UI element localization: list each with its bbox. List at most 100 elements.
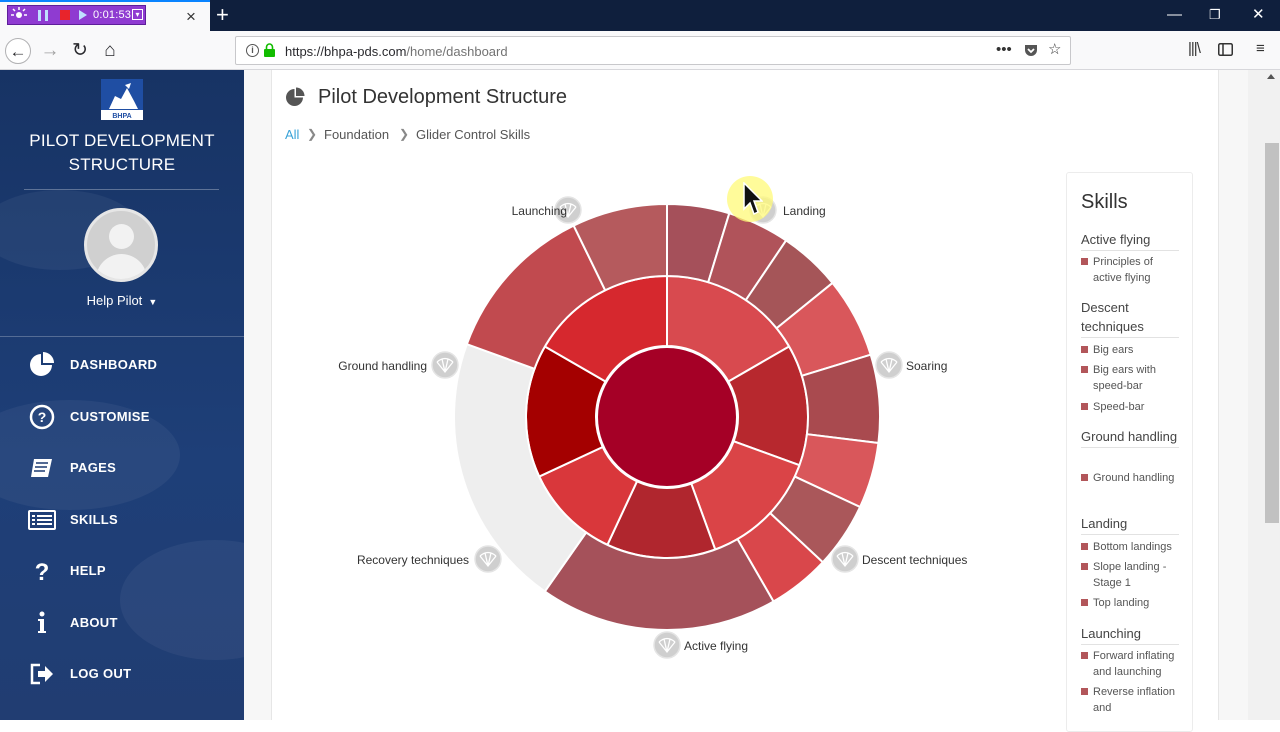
close-window-icon[interactable]: ✕: [1252, 6, 1265, 23]
browser-tab[interactable]: 0:01:53 ▾ ×: [0, 0, 210, 31]
minimize-icon[interactable]: —: [1167, 6, 1182, 23]
bookmark-star-icon[interactable]: ☆: [1048, 41, 1062, 58]
url-text[interactable]: https://bhpa-pds.com/home/dashboard: [285, 44, 508, 59]
breadcrumb-foundation[interactable]: Foundation: [324, 127, 390, 142]
chevron-right-icon: ❯: [399, 127, 410, 141]
page-title: Pilot Development Structure: [318, 86, 568, 108]
skill-group-launching: Launching: [1081, 624, 1179, 645]
breadcrumb-glider-control-skills: Glider Control Skills: [416, 127, 531, 142]
back-arrow-icon[interactable]: ←: [5, 38, 31, 64]
lock-icon[interactable]: [264, 43, 275, 57]
app-title-line1: PILOT DEVELOPMENT: [29, 131, 215, 150]
scrollbar[interactable]: [1248, 70, 1280, 720]
user-menu[interactable]: Help Pilot ▼: [0, 293, 244, 308]
category-label-text: Soaring: [906, 359, 947, 373]
sidebar-item-label: SKILLS: [70, 512, 119, 527]
skill-item[interactable]: Reverse inflation and: [1081, 684, 1181, 716]
forward-arrow-icon[interactable]: →: [40, 40, 60, 61]
category-label[interactable]: Recovery techniques: [357, 545, 502, 573]
question-circle-icon: ?: [29, 404, 55, 430]
category-label[interactable]: Ground handling: [338, 351, 459, 379]
play-icon[interactable]: [79, 10, 87, 20]
skill-group-active-flying: Active flying: [1081, 230, 1179, 251]
home-icon[interactable]: ⌂: [104, 40, 116, 61]
book-icon: [31, 459, 52, 477]
svg-text:?: ?: [35, 559, 50, 585]
caret-down-icon: ▼: [145, 297, 158, 307]
recorder-menu-icon[interactable]: ▾: [132, 9, 143, 20]
scroll-up-icon[interactable]: [1267, 74, 1275, 79]
category-label[interactable]: Soaring: [875, 351, 947, 379]
question-icon: ?: [35, 559, 50, 585]
app-title-line2: STRUCTURE: [68, 155, 176, 174]
url-path: /home/dashboard: [406, 44, 508, 59]
paraglider-icon: [474, 545, 502, 573]
sidebar-item-label: ABOUT: [70, 615, 118, 630]
skills-legend: Skills Active flying Principles of activ…: [1066, 172, 1193, 732]
user-name: Help Pilot: [86, 293, 143, 308]
close-tab-icon[interactable]: ×: [186, 7, 196, 26]
hamburger-menu-icon[interactable]: ≡: [1256, 40, 1265, 57]
avatar-head: [109, 224, 134, 249]
sidebar-item-skills[interactable]: SKILLS: [0, 500, 244, 540]
sidebar-item-help[interactable]: ? HELP: [0, 551, 244, 591]
scrollbar-thumb[interactable]: [1265, 143, 1279, 523]
reload-icon[interactable]: ↻: [72, 40, 88, 61]
chevron-right-icon: ❯: [307, 127, 318, 141]
sidebar-item-label: DASHBOARD: [70, 357, 158, 372]
skill-item[interactable]: Ground handling: [1081, 470, 1181, 486]
divider: [24, 189, 219, 190]
sidebar-item-label: LOG OUT: [70, 666, 132, 681]
category-label[interactable]: Descent techniques: [831, 545, 967, 573]
bhpa-logo: BHPA: [101, 79, 143, 120]
skill-item[interactable]: Slope landing - Stage 1: [1081, 559, 1181, 591]
skill-item[interactable]: Forward inflating and launching: [1081, 648, 1181, 680]
sidebar-item-label: HELP: [70, 563, 106, 578]
sunburst-segment[interactable]: [572, 202, 668, 292]
page-actions-icon[interactable]: •••: [996, 41, 1012, 58]
skill-group-ground-handling: Ground handling: [1081, 427, 1179, 448]
address-bar[interactable]: i https://bhpa-pds.com/home/dashboard ••…: [235, 36, 1071, 65]
svg-text:?: ?: [38, 409, 47, 425]
skill-item[interactable]: Big ears: [1081, 342, 1181, 358]
breadcrumb-all[interactable]: All: [285, 127, 300, 142]
info-icon[interactable]: i: [246, 44, 259, 57]
new-tab-button[interactable]: +: [216, 2, 229, 27]
pocket-icon[interactable]: [1024, 44, 1038, 57]
skill-item[interactable]: Speed-bar: [1081, 399, 1181, 415]
library-icon[interactable]: |||\: [1188, 40, 1201, 57]
sidebar-item-customise[interactable]: ? CUSTOMISE: [0, 397, 244, 437]
skill-item[interactable]: Top landing: [1081, 595, 1181, 611]
sidebar-item-label: CUSTOMISE: [70, 409, 150, 424]
sidebar-item-log-out[interactable]: LOG OUT: [0, 654, 244, 694]
paraglider-icon: [653, 631, 681, 659]
sunburst-chart[interactable]: Launching Landing Soaring Descent technique…: [271, 150, 1061, 720]
sidebar-item-pages[interactable]: PAGES: [0, 448, 244, 488]
category-label[interactable]: Launching: [512, 196, 582, 224]
browser-navbar: ← → ↻ ⌂ i https://bhpa-pds.com/home/dash…: [0, 31, 1280, 70]
skills-title: Skills: [1081, 191, 1128, 213]
restore-icon[interactable]: ❐: [1209, 7, 1221, 22]
logo-text: BHPA: [112, 113, 131, 120]
chart-rings: [453, 202, 881, 631]
list-icon: [28, 510, 56, 530]
sidebar-item-label: PAGES: [70, 460, 117, 475]
skill-item[interactable]: Principles of active flying: [1081, 254, 1181, 286]
recorder-time: 0:01:53: [93, 9, 132, 21]
category-label-text: Descent techniques: [862, 553, 967, 567]
skill-item[interactable]: Bottom landings: [1081, 539, 1181, 555]
avatar[interactable]: [84, 208, 158, 282]
pie-chart-icon: [30, 352, 54, 376]
paraglider-icon: [431, 351, 459, 379]
category-label-text: Recovery techniques: [357, 553, 469, 567]
screen-recorder-widget[interactable]: 0:01:53 ▾: [7, 5, 146, 25]
sidebar-toggle-icon[interactable]: [1218, 43, 1233, 56]
sidebar-item-about[interactable]: ABOUT: [0, 603, 244, 643]
sidebar-item-dashboard[interactable]: DASHBOARD: [0, 345, 244, 385]
pause-icon[interactable]: [38, 10, 48, 21]
stop-icon[interactable]: [60, 10, 70, 20]
category-label[interactable]: Active flying: [653, 631, 748, 659]
info-icon: [38, 611, 46, 633]
sunburst-centre[interactable]: [596, 346, 738, 488]
skill-item[interactable]: Big ears with speed-bar: [1081, 362, 1181, 394]
